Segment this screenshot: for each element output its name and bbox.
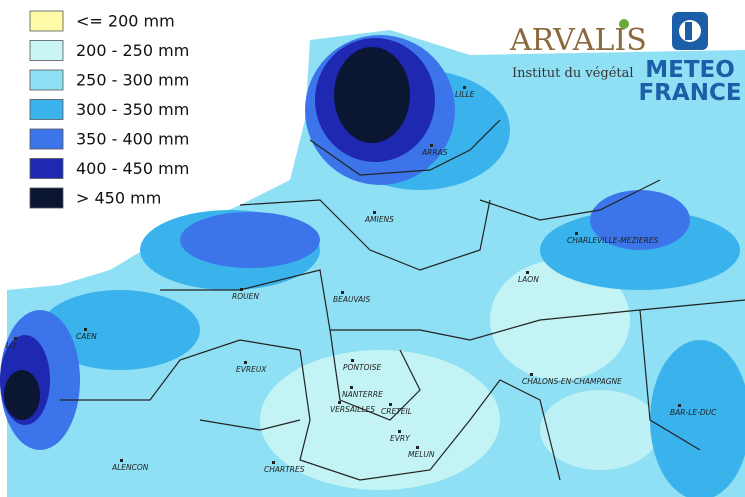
legend-swatch xyxy=(29,10,64,32)
city-marker xyxy=(430,144,433,147)
land xyxy=(0,30,745,497)
city-label: CAEN xyxy=(76,332,97,341)
city-label: CRETEIL xyxy=(381,407,412,416)
city-label: CHARLEVILLE-MEZIERES xyxy=(567,236,659,245)
city-marker xyxy=(463,86,466,89)
meteo-line2: FRANCE xyxy=(638,80,741,106)
legend: <= 200 mm 200 - 250 mm 250 - 300 mm 300 - 3… xyxy=(29,10,189,209)
city-label: LILLE xyxy=(455,90,475,99)
legend-label: 300 - 350 mm xyxy=(76,100,189,119)
meteo-logo: METEO FRANCE xyxy=(638,12,742,106)
city-marker xyxy=(416,446,419,449)
city-marker xyxy=(272,461,275,464)
city-marker xyxy=(338,401,341,404)
legend-label: 400 - 450 mm xyxy=(76,159,189,178)
city-marker xyxy=(240,288,243,291)
city-marker xyxy=(341,291,344,294)
city-marker xyxy=(244,361,247,364)
legend-label: 250 - 300 mm xyxy=(76,71,189,90)
city-label: CHARTRES xyxy=(264,465,305,474)
city-marker xyxy=(530,373,533,376)
city-label: ALENCON xyxy=(111,463,149,472)
city-label: AMIENS xyxy=(364,215,394,224)
city-marker xyxy=(14,337,17,340)
city-label: VERSAILLES xyxy=(330,405,375,414)
city-marker xyxy=(350,386,353,389)
borders xyxy=(60,119,745,481)
city-label: ROUEN xyxy=(232,292,259,301)
city-label: LO xyxy=(6,341,16,350)
legend-swatch xyxy=(29,99,64,120)
legend-swatch xyxy=(29,69,64,91)
legend-swatch xyxy=(29,158,64,179)
arvalis-tagline: Institut du végétal xyxy=(512,66,634,81)
city-label: PONTOISE xyxy=(343,363,381,372)
city-marker xyxy=(120,459,123,462)
city-marker xyxy=(373,211,376,214)
city-label: BEAUVAIS xyxy=(333,295,370,304)
legend-label: 350 - 400 mm xyxy=(76,130,189,149)
legend-label: 200 - 250 mm xyxy=(76,41,189,60)
city-label: EVREUX xyxy=(236,365,267,374)
city-marker xyxy=(575,232,578,235)
city-label: LAON xyxy=(518,275,539,284)
city-label: CHALONS-EN-CHAMPAGNE xyxy=(522,377,622,386)
legend-swatch xyxy=(29,187,64,209)
legend-swatch xyxy=(29,40,64,61)
city-label: EVRY xyxy=(390,434,411,443)
city-marker xyxy=(389,403,392,406)
city-label: BAR-LE-DUC xyxy=(670,408,717,417)
city-label: ARRAS xyxy=(421,148,448,157)
city-label: MELUN xyxy=(408,450,435,459)
legend-swatch xyxy=(29,128,64,150)
arvalis-logo: ARVALIS Institut du végétal xyxy=(509,19,647,81)
city-marker xyxy=(678,404,681,407)
legend-label: <= 200 mm xyxy=(76,12,175,31)
legend-label: > 450 mm xyxy=(76,189,161,208)
city-marker xyxy=(84,328,87,331)
city-marker xyxy=(526,271,529,274)
city-marker xyxy=(398,430,401,433)
city-label: NANTERRE xyxy=(342,390,383,399)
meteo-line1: METEO xyxy=(645,57,735,83)
city-labels: LILLE ARRAS AMIENS CHARLEVILLE-MEZIERES LAON… xyxy=(6,86,717,474)
city-marker xyxy=(351,359,354,362)
